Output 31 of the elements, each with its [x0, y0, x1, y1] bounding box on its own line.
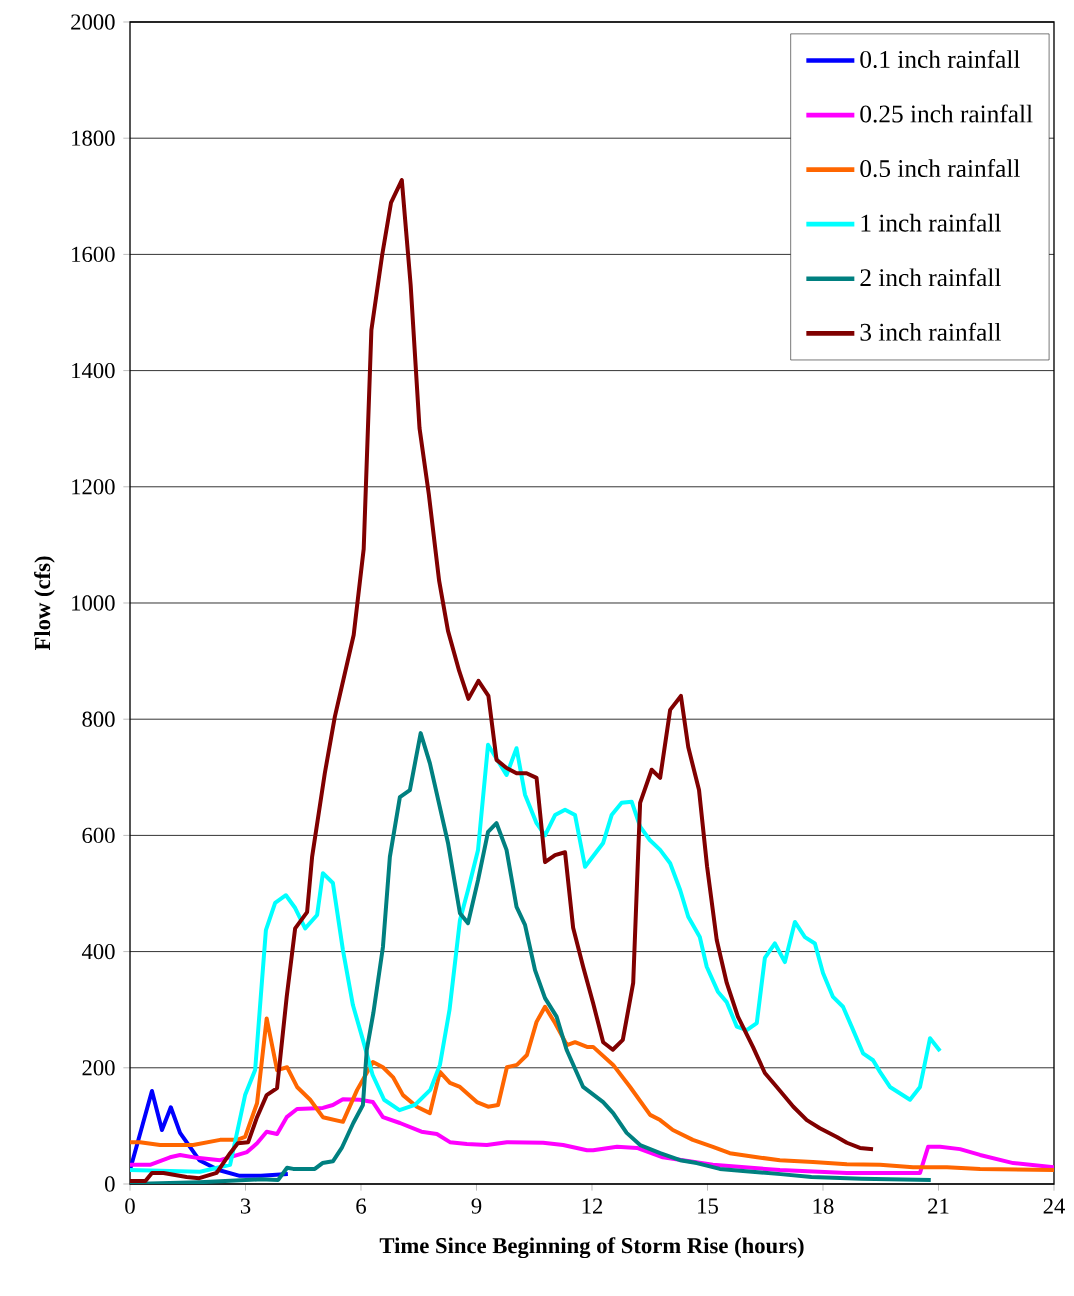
- y-tick-label: 2000: [71, 14, 115, 30]
- legend-label: 0.1 inch rainfall: [860, 49, 1020, 69]
- x-tick-label: 6: [356, 1198, 366, 1214]
- legend-label: 1 inch rainfall: [861, 213, 1001, 232]
- y-tick-label: 200: [82, 1060, 115, 1076]
- y-tick-label: 1800: [72, 130, 115, 146]
- legend-label: 0.25 inch rainfall: [860, 104, 1033, 123]
- legend-label: 2 inch rainfall: [860, 268, 1001, 287]
- legend-label: 0.5 inch rainfall: [860, 159, 1020, 178]
- x-axis-title: Time Since Beginning of Storm Rise (hours): [379, 1237, 804, 1259]
- x-tick-label: 18: [813, 1198, 834, 1214]
- y-tick-label: 800: [82, 711, 115, 727]
- line-series: [130, 178, 876, 1184]
- legend-label: 3 inch rainfall: [860, 322, 1001, 341]
- x-tick-label: 12: [582, 1198, 603, 1214]
- y-tick-label: 0: [105, 1176, 115, 1192]
- x-tick-label: 24: [1043, 1198, 1065, 1214]
- x-tick-label: 3: [240, 1198, 251, 1214]
- y-tick-label: 600: [82, 827, 115, 844]
- line-series: [130, 1004, 1054, 1173]
- y-tick-label: 1400: [72, 362, 115, 379]
- y-tick-label: 1000: [72, 595, 115, 611]
- x-tick-label: 9: [471, 1198, 482, 1214]
- y-axis-title: Flow (cfs): [34, 556, 55, 651]
- y-tick-label: 400: [81, 943, 115, 960]
- x-tick-label: 21: [928, 1198, 949, 1214]
- y-tick-label: 1200: [72, 479, 115, 495]
- y-tick-label: 1600: [72, 246, 115, 263]
- line-series: [130, 1097, 1054, 1175]
- x-tick-label: 15: [698, 1198, 718, 1214]
- x-tick-label: 0: [125, 1198, 135, 1214]
